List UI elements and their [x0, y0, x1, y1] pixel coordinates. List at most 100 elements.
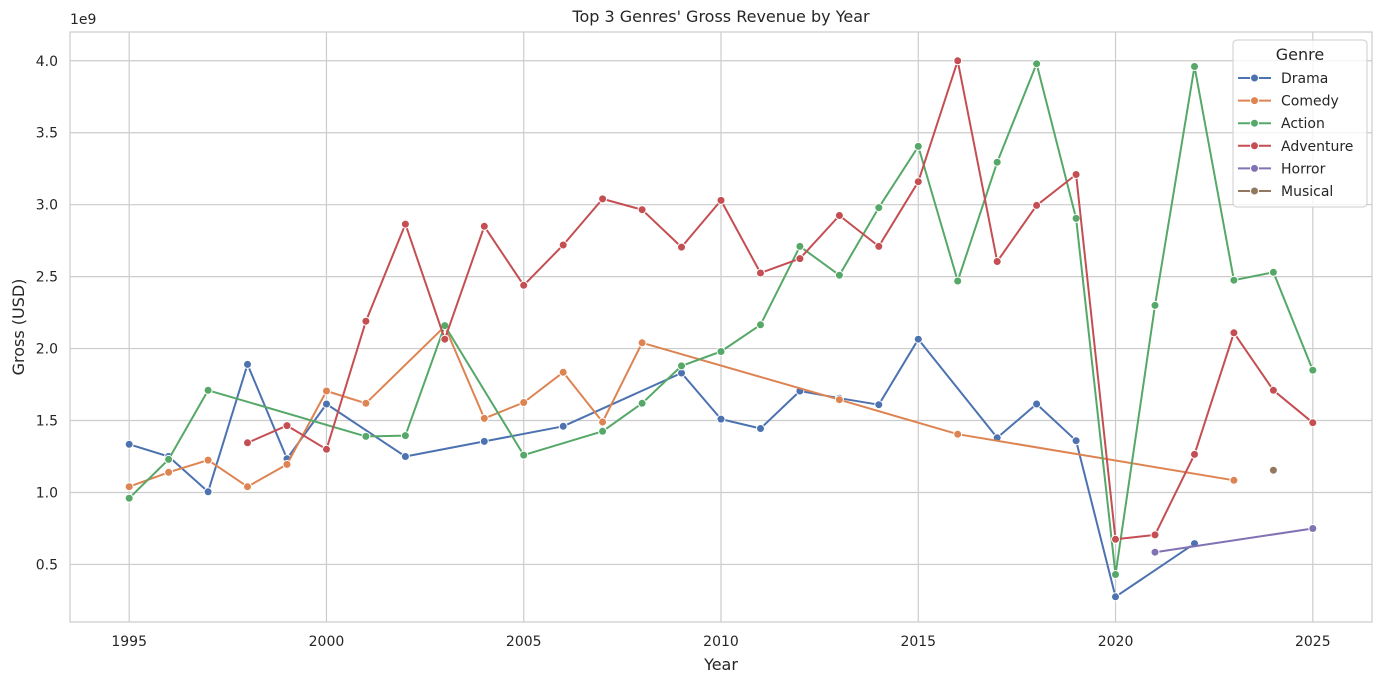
y-tick-label: 1.0 — [36, 485, 58, 501]
series-line-comedy — [128, 325, 1235, 488]
data-point — [1308, 418, 1318, 428]
data-point — [1150, 547, 1160, 557]
x-tick-label: 2010 — [703, 634, 739, 650]
data-point — [1150, 530, 1160, 540]
legend-label: Action — [1281, 116, 1325, 132]
data-point — [243, 359, 252, 369]
data-point — [677, 242, 686, 252]
data-point — [1071, 436, 1081, 446]
data-point — [1150, 300, 1160, 310]
legend-item-musical: Musical — [1238, 184, 1333, 200]
series-musical — [1268, 465, 1278, 475]
data-point — [1308, 524, 1318, 533]
data-point — [203, 385, 213, 395]
y-tick-label: 3.0 — [36, 198, 58, 214]
x-axis-label: Year — [703, 655, 738, 674]
data-point — [164, 467, 174, 477]
data-point — [1229, 475, 1239, 485]
y-axis-ticks: 0.5 1.0 1.5 2.0 2.5 3.0 3.5 4.0 — [36, 54, 58, 574]
data-point — [400, 452, 410, 461]
data-point — [1268, 267, 1278, 277]
data-point — [874, 241, 884, 251]
y-axis-scale-label: 1e9 — [70, 12, 96, 28]
legend-swatch-marker — [1250, 96, 1259, 106]
data-point — [1032, 59, 1042, 69]
data-point — [164, 454, 174, 464]
data-point — [756, 268, 765, 278]
data-point — [1190, 449, 1199, 459]
legend-item-drama: Drama — [1238, 71, 1328, 87]
data-point — [834, 270, 844, 280]
data-point — [479, 436, 489, 446]
data-point — [440, 334, 450, 344]
data-point — [558, 240, 568, 250]
legend-box — [1232, 39, 1368, 208]
y-tick-label: 2.5 — [36, 270, 58, 286]
data-point — [322, 386, 331, 396]
data-point — [716, 347, 726, 356]
data-point — [874, 203, 884, 213]
legend-item-comedy: Comedy — [1238, 94, 1339, 110]
data-point — [953, 429, 963, 439]
data-point — [637, 338, 647, 348]
legend-label: Adventure — [1281, 139, 1353, 155]
series-line-horror — [1154, 527, 1313, 554]
legend: Genre Drama Comedy Action Adventure Horror Mu… — [1232, 39, 1368, 208]
data-point — [1111, 534, 1120, 544]
y-tick-label: 0.5 — [36, 557, 58, 573]
y-tick-label: 4.0 — [36, 54, 58, 70]
series-adventure — [243, 56, 1318, 544]
x-tick-label: 2005 — [506, 634, 542, 650]
data-point — [637, 205, 647, 215]
data-point — [598, 417, 608, 427]
data-point — [1111, 592, 1120, 602]
x-tick-label: 2015 — [900, 634, 936, 650]
data-point — [322, 444, 331, 454]
data-point — [400, 431, 410, 441]
data-point — [124, 493, 134, 503]
chart-title: Top 3 Genres' Gross Revenue by Year — [571, 7, 870, 26]
data-point — [677, 361, 686, 371]
data-point — [1268, 465, 1278, 475]
x-tick-label: 2025 — [1295, 634, 1331, 650]
data-point — [282, 459, 292, 469]
data-point — [913, 334, 923, 344]
legend-item-adventure: Adventure — [1238, 139, 1353, 155]
data-point — [834, 395, 844, 405]
data-point — [1190, 62, 1199, 71]
data-point — [479, 413, 489, 423]
y-axis-label: Gross (USD) — [9, 279, 28, 376]
legend-swatch-marker — [1250, 118, 1259, 128]
data-point — [1268, 385, 1278, 395]
data-point — [519, 450, 529, 460]
data-point — [558, 421, 568, 431]
data-point — [637, 398, 647, 408]
data-point — [598, 426, 608, 436]
legend-item-horror: Horror — [1238, 161, 1326, 177]
legend-label: Drama — [1281, 71, 1328, 87]
data-point — [1308, 365, 1318, 375]
data-point — [1111, 570, 1120, 579]
data-point — [953, 56, 963, 66]
series-line-adventure — [247, 59, 1314, 541]
x-axis-ticks: 1995 2000 2005 2010 2015 2020 2025 — [111, 634, 1330, 650]
legend-swatch-marker — [1250, 163, 1259, 173]
legend-title: Genre — [1276, 45, 1324, 64]
data-point — [913, 177, 923, 187]
data-point — [1032, 200, 1042, 210]
legend-label: Horror — [1281, 161, 1326, 177]
plot-frame — [69, 31, 1373, 623]
data-point — [992, 257, 1002, 266]
data-point — [282, 421, 292, 431]
data-point — [756, 320, 765, 330]
data-point — [322, 399, 331, 409]
data-point — [243, 438, 252, 448]
series-comedy — [124, 321, 1239, 492]
series-lines — [124, 56, 1318, 602]
data-point — [716, 195, 726, 205]
data-point — [795, 241, 805, 251]
legend-swatch-marker — [1250, 186, 1259, 196]
data-point — [519, 280, 529, 290]
data-point — [361, 316, 371, 326]
